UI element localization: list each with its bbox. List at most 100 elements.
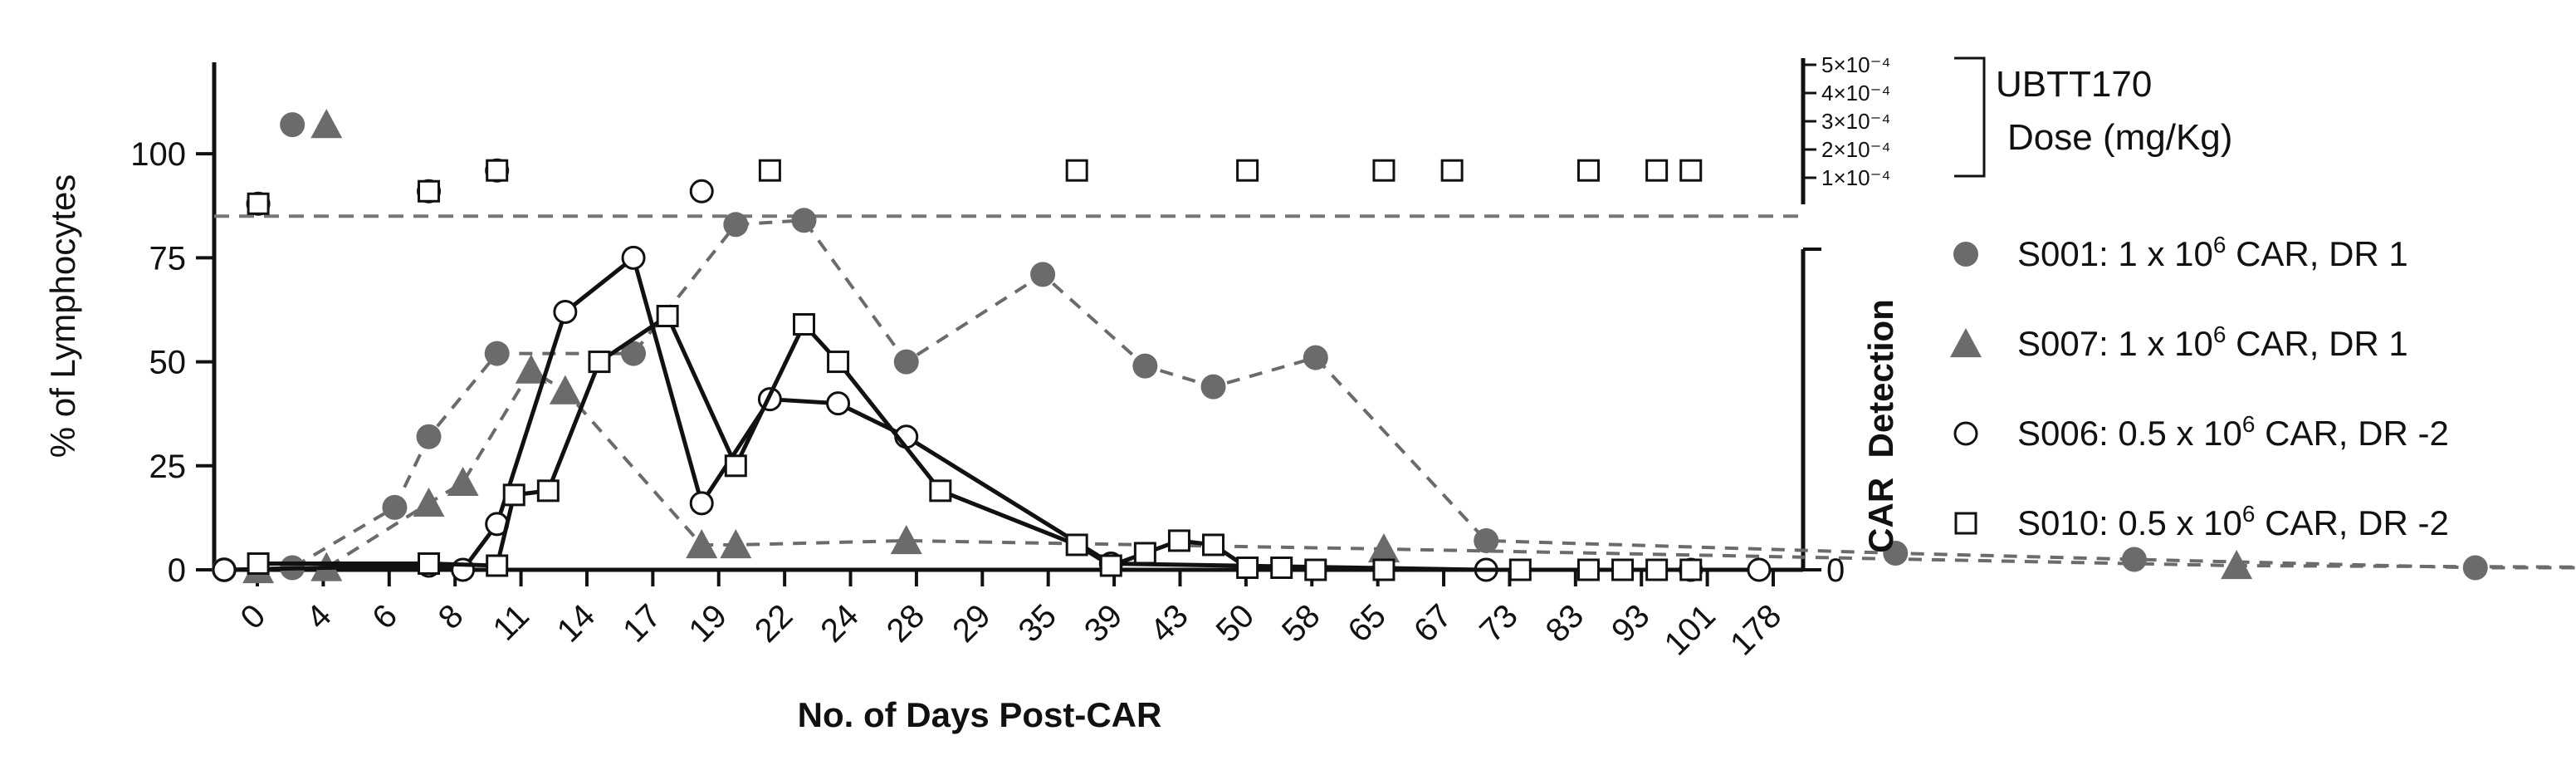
data-point-s010 <box>792 313 815 336</box>
data-point-s010 <box>1576 558 1600 581</box>
series-line-s006 <box>223 254 1759 572</box>
x-tick-label: 39 <box>1078 597 1130 650</box>
legend-marker-s007 <box>1950 328 1982 358</box>
data-point-s007 <box>890 524 922 555</box>
x-tick-label: 29 <box>946 597 998 650</box>
series-s006 <box>212 158 1772 582</box>
legend-label-s010: S010: 0.5 x 106 CAR, DR -2 <box>2017 501 2449 542</box>
data-point-s010 <box>1679 558 1703 581</box>
data-point-s007 <box>686 528 718 559</box>
data-point-s001 <box>416 424 442 449</box>
data-point-s007 <box>1367 532 1400 563</box>
data-point-s001 <box>791 208 817 233</box>
data-point-s006 <box>212 557 237 582</box>
y-tick-label: 50 <box>149 345 187 381</box>
x-tick-label: 0 <box>234 597 273 636</box>
data-point-s010 <box>1270 556 1293 579</box>
right-axis-title: CAR Detection <box>1861 299 1900 553</box>
x-tick-label: 67 <box>1407 597 1459 650</box>
data-point-s006 <box>621 245 646 270</box>
data-point-s001 <box>723 212 749 238</box>
data-point-s001 <box>1200 374 1226 400</box>
data-point-s010 <box>247 552 270 575</box>
dose-tick-label: 4×10⁻⁴ <box>1821 81 1890 105</box>
x-tick-label: 65 <box>1341 597 1393 650</box>
dose-label-line1: UBTT170 <box>1996 64 2152 105</box>
dose-point-s006 <box>689 179 714 204</box>
x-tick-label: 58 <box>1275 597 1327 650</box>
data-point-s010 <box>1304 558 1327 581</box>
dose-tick-label: 1×10⁻⁴ <box>1821 165 1890 190</box>
data-point-s010 <box>1065 533 1088 557</box>
data-point-s010 <box>502 483 525 507</box>
x-tick-label: 11 <box>486 597 535 647</box>
y-axis-title: % of Lymphocytes <box>43 174 82 459</box>
y-tick-label: 100 <box>130 136 186 173</box>
x-tick-label: 19 <box>682 597 735 650</box>
dose-tick-label: 3×10⁻⁴ <box>1821 109 1890 134</box>
data-point-s010 <box>536 479 560 503</box>
dose-point-s010 <box>1576 159 1600 182</box>
data-point-s010 <box>418 552 441 575</box>
data-point-s010 <box>1236 556 1259 579</box>
series-layer <box>212 109 2576 584</box>
data-point-s010 <box>827 351 850 374</box>
dose-point-s007 <box>310 109 343 139</box>
series-s007 <box>242 109 2576 584</box>
data-point-s010 <box>588 351 611 374</box>
data-point-s010 <box>1645 558 1669 581</box>
right-axis-zero-label: 0 <box>1826 552 1845 589</box>
y-ticks: 0 25 50 75 100 <box>130 136 1821 589</box>
x-tick-label: 22 <box>748 597 800 650</box>
dose-point-s001 <box>280 112 306 138</box>
data-point-s010 <box>486 554 509 577</box>
series-line-s001 <box>223 218 2576 571</box>
x-tick-label: 4 <box>300 597 339 636</box>
data-point-s010 <box>1611 558 1635 581</box>
dose-point-s010 <box>1645 159 1669 182</box>
data-point-s010 <box>656 304 679 327</box>
data-point-s001 <box>2121 547 2147 572</box>
data-point-s007 <box>2221 549 2253 580</box>
dose-point-s010 <box>418 179 441 203</box>
x-tick-label: 8 <box>432 597 471 636</box>
dose-point-s010 <box>1679 159 1703 182</box>
dose-point-s010 <box>247 192 270 215</box>
data-point-s010 <box>1167 529 1190 552</box>
x-tick-label: 35 <box>1011 597 1063 650</box>
data-point-s010 <box>1508 558 1532 581</box>
x-tick-label: 93 <box>1605 597 1657 650</box>
data-point-s010 <box>929 479 952 503</box>
x-tick-label: 83 <box>1539 597 1591 650</box>
data-point-s007 <box>413 487 445 517</box>
data-point-s001 <box>1030 262 1056 287</box>
dose-point-s010 <box>1236 159 1259 182</box>
data-point-s010 <box>1133 542 1156 565</box>
data-point-s006 <box>451 557 476 582</box>
legend-marker-s006 <box>1953 421 1978 446</box>
x-tick-label: 43 <box>1143 597 1195 650</box>
y-tick-label: 75 <box>149 240 187 277</box>
dose-point-s010 <box>1440 159 1464 182</box>
data-point-s006 <box>826 391 851 416</box>
x-tick-label: 73 <box>1473 597 1525 650</box>
x-tick-label: 17 <box>616 597 668 650</box>
x-axis-title: No. of Days Post-CAR <box>798 695 1162 734</box>
data-point-s010 <box>1372 558 1396 581</box>
data-point-s001 <box>893 349 919 375</box>
x-tick-label: 50 <box>1210 597 1262 650</box>
data-point-s007 <box>447 466 479 496</box>
x-tick-label: 24 <box>814 597 866 650</box>
data-point-s010 <box>1202 533 1225 557</box>
data-point-s001 <box>1474 527 1499 553</box>
dose-point-s010 <box>1372 159 1396 182</box>
data-point-s006 <box>553 299 578 324</box>
legend-marker-s010 <box>1954 512 1977 535</box>
dose-bracket <box>1954 56 1986 178</box>
x-tick-label: 28 <box>880 597 932 650</box>
x-tick-label: 14 <box>550 597 603 650</box>
dose-tick-label: 2×10⁻⁴ <box>1821 137 1890 162</box>
dose-point-s010 <box>758 159 781 182</box>
data-point-s001 <box>382 494 408 520</box>
